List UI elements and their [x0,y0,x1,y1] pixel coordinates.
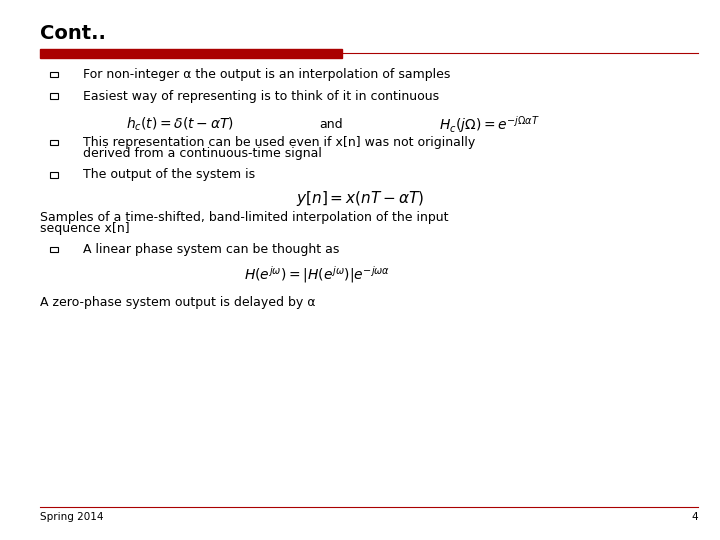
Text: A linear phase system can be thought as: A linear phase system can be thought as [83,243,339,256]
Bar [50,140,58,145]
Text: $y[n]= x(nT - \alpha T)$: $y[n]= x(nT - \alpha T)$ [296,189,424,208]
Text: This representation can be used even if x[n] was not originally: This representation can be used even if … [83,136,475,149]
Text: $H_c(j\Omega)= e^{-j\Omega\alpha T}$: $H_c(j\Omega)= e^{-j\Omega\alpha T}$ [439,114,540,134]
Text: Easiest way of representing is to think of it in continuous: Easiest way of representing is to think … [83,90,439,103]
Bar [50,72,58,77]
Bar [40,49,342,58]
Bar [50,93,58,99]
Text: $h_c(t)= \delta(t - \alpha T)$: $h_c(t)= \delta(t - \alpha T)$ [126,116,234,133]
Text: Cont..: Cont.. [40,24,105,43]
Text: The output of the system is: The output of the system is [83,168,255,181]
Text: and: and [320,118,343,131]
Bar [50,172,58,178]
Text: Spring 2014: Spring 2014 [40,512,103,522]
Text: A zero-phase system output is delayed by α: A zero-phase system output is delayed by… [40,296,315,309]
Text: sequence x[n]: sequence x[n] [40,222,129,235]
Text: Samples of a time-shifted, band-limited interpolation of the input: Samples of a time-shifted, band-limited … [40,211,448,224]
Bar [50,247,58,252]
Text: derived from a continuous-time signal: derived from a continuous-time signal [83,147,322,160]
Text: For non-integer α the output is an interpolation of samples: For non-integer α the output is an inter… [83,68,450,81]
Text: $H(e^{j\omega})= |H(e^{j\omega})|e^{-j\omega\alpha}$: $H(e^{j\omega})= |H(e^{j\omega})|e^{-j\o… [243,264,390,285]
Text: 4: 4 [692,512,698,522]
